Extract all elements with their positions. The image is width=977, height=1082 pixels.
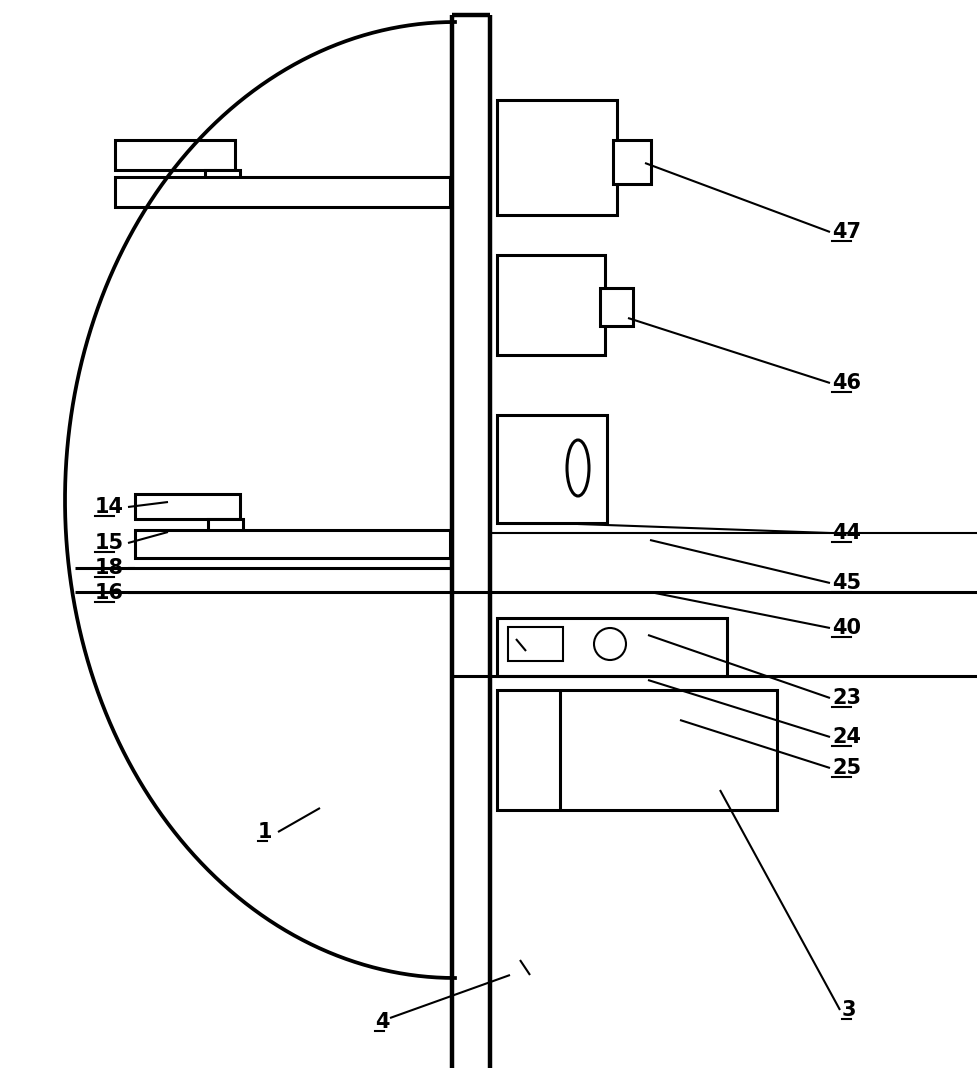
Text: 46: 46 xyxy=(832,373,861,393)
Ellipse shape xyxy=(567,440,589,496)
Text: 24: 24 xyxy=(832,727,861,747)
Bar xyxy=(508,626,563,661)
Circle shape xyxy=(594,628,626,660)
Bar xyxy=(600,288,633,326)
Text: 16: 16 xyxy=(95,583,124,603)
Text: 23: 23 xyxy=(832,688,861,708)
Bar xyxy=(613,140,651,184)
Text: 45: 45 xyxy=(832,573,861,593)
Bar xyxy=(497,690,777,810)
Bar xyxy=(497,415,607,523)
Text: 47: 47 xyxy=(832,222,861,242)
Bar xyxy=(208,519,243,533)
Text: 18: 18 xyxy=(95,558,124,578)
Bar xyxy=(497,100,617,215)
Text: 15: 15 xyxy=(95,533,124,553)
Bar xyxy=(115,140,235,170)
Bar xyxy=(135,494,240,519)
Text: 4: 4 xyxy=(375,1012,390,1032)
Text: 40: 40 xyxy=(832,618,861,638)
Text: 25: 25 xyxy=(832,758,861,778)
Text: 3: 3 xyxy=(842,1000,857,1020)
Bar xyxy=(205,170,240,184)
Text: 1: 1 xyxy=(258,822,273,842)
Bar xyxy=(135,530,450,558)
Bar xyxy=(497,618,727,676)
Text: 44: 44 xyxy=(832,523,861,543)
Text: 14: 14 xyxy=(95,497,124,517)
Bar xyxy=(115,177,450,207)
Bar xyxy=(497,255,605,355)
